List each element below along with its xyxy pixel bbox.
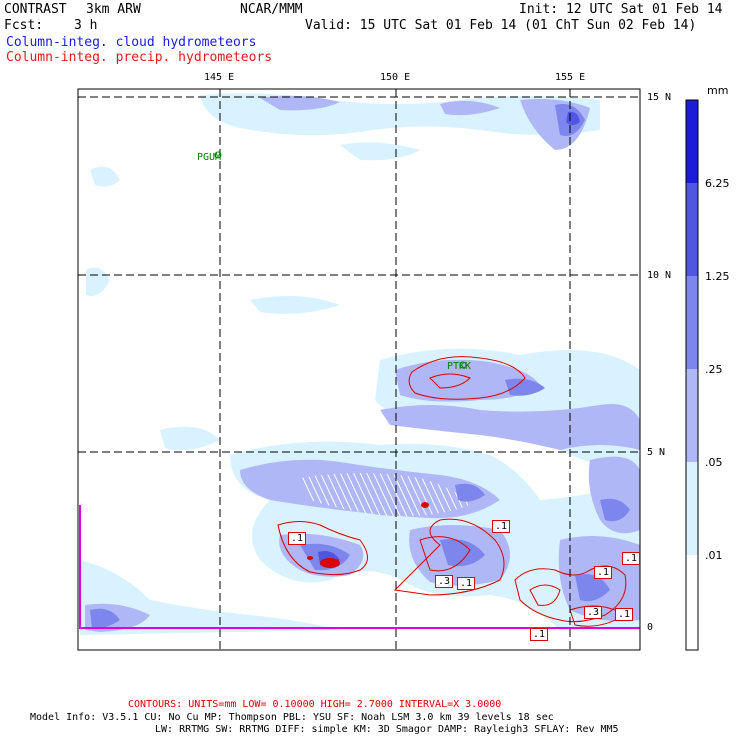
contour-label: .1 xyxy=(288,532,307,545)
map-frame xyxy=(77,88,641,651)
valid-time: Valid: 15 UTC Sat 01 Feb 14 (01 ChT Sun … xyxy=(305,18,697,33)
model-info-line2: LW: RRTMG SW: RRTMG DIFF: simple KM: 3D … xyxy=(155,724,619,735)
model-info-line1: Model Info: V3.5.1 CU: No Cu MP: Thompso… xyxy=(30,712,554,723)
organization: NCAR/MMM xyxy=(240,2,303,17)
lat-label-10n: 10 N xyxy=(647,270,672,281)
contour-label: .3 xyxy=(435,575,454,588)
lat-label-0: 0 xyxy=(647,622,654,633)
field2-title: Column-integ. precip. hydrometeors xyxy=(6,50,273,65)
legend-level-625: 6.25 xyxy=(705,177,730,190)
contour-label: .3 xyxy=(584,606,603,619)
colorbar xyxy=(685,99,699,651)
station-markers xyxy=(214,151,467,369)
contour-label: .1 xyxy=(615,608,634,621)
contour-label: .1 xyxy=(530,628,549,641)
field1-title: Column-integ. cloud hydrometeors xyxy=(6,35,257,50)
graticule xyxy=(78,89,640,650)
station-ptkk: PTKK xyxy=(447,361,472,372)
contour-label: .1 xyxy=(492,520,511,533)
legend-level-001: .01 xyxy=(705,549,723,562)
model-resolution: 3km ARW xyxy=(86,2,141,17)
lon-label-145: 145 E xyxy=(204,72,235,83)
contour-label: .1 xyxy=(457,577,476,590)
contour-label: .1 xyxy=(622,552,641,565)
contour-info: CONTOURS: UNITS=mm LOW= 0.10000 HIGH= 2.… xyxy=(128,699,502,710)
domain-boundary xyxy=(79,505,640,629)
forecast-hour: 3 h xyxy=(74,18,98,33)
contour-label: .1 xyxy=(594,566,613,579)
legend-level-125: 1.25 xyxy=(705,270,730,283)
legend-unit: mm xyxy=(707,84,729,97)
lat-label-5n: 5 N xyxy=(647,447,666,458)
lon-label-155: 155 E xyxy=(555,72,586,83)
station-pgum: PGUM xyxy=(197,152,222,163)
legend-level-005: .05 xyxy=(705,456,723,469)
lat-label-15n: 15 N xyxy=(647,92,672,103)
forecast-label: Fcst: xyxy=(4,18,44,33)
init-time: Init: 12 UTC Sat 01 Feb 14 xyxy=(519,2,723,17)
legend-level-025: .25 xyxy=(705,363,723,376)
lon-label-150: 150 E xyxy=(380,72,411,83)
model-name: CONTRAST xyxy=(4,2,67,17)
